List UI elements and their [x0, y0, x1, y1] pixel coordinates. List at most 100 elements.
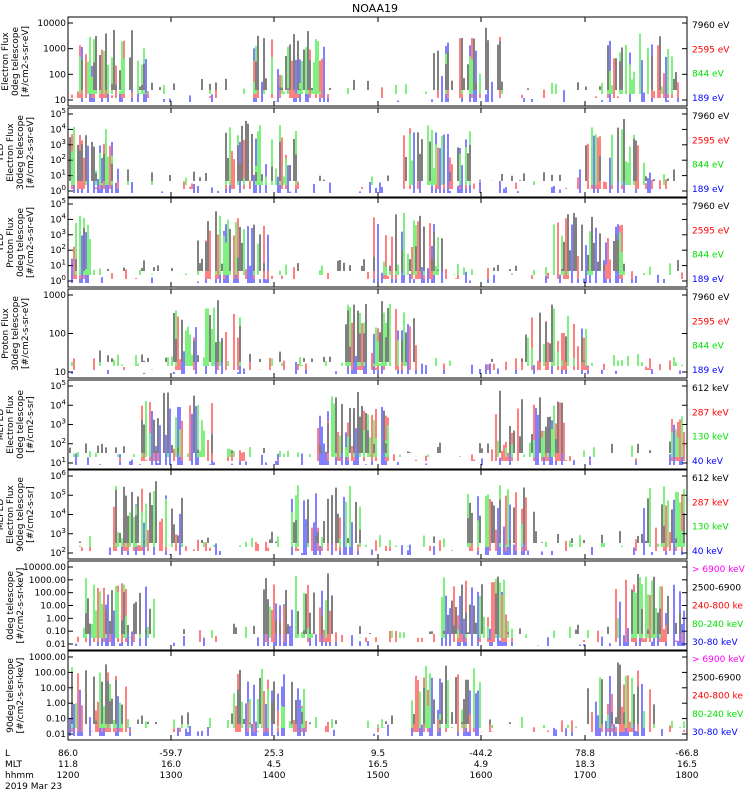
footer-value: 1800	[676, 771, 699, 781]
legend-label: 30-80 keV	[692, 638, 738, 648]
y-axis-label: [#/cm2-s-sr]	[26, 486, 36, 543]
y-axis-label: TED	[0, 233, 6, 252]
legend-label: > 6900 keV	[692, 565, 746, 575]
y-axis-label: Electron Flux	[6, 485, 16, 544]
panel-5: 101 102 103 104 105 MEPED Electron Flux 0deg te…	[0, 379, 729, 470]
panel-7: 0.01 0.10 1.00 10.00 100.00 1000.00 10000.00 0d…	[6, 560, 746, 651]
legend-label: 240-800 ke	[692, 602, 743, 612]
y-tick-label: 1.00	[46, 699, 66, 709]
legend-label: 844 eV	[692, 251, 725, 261]
legend-label: 189 eV	[692, 275, 725, 285]
y-tick-label: 100	[50, 274, 66, 287]
legend-label: 130 keV	[692, 433, 729, 443]
legend-label: 40 keV	[692, 457, 724, 467]
y-tick-label: 100	[50, 184, 66, 197]
panel-frame	[67, 469, 688, 560]
y-tick-label: 101	[50, 456, 66, 469]
y-tick-label: 1000	[43, 45, 66, 55]
data-trace-blue	[75, 404, 683, 465]
legend-label: 287 keV	[692, 498, 729, 508]
legend-label: 2595 eV	[692, 317, 730, 327]
legend-label: 130 keV	[692, 523, 729, 533]
y-tick-label: 10000	[37, 19, 66, 29]
legend-label: 7960 eV	[692, 293, 730, 303]
y-axis-label: 30deg telescope	[11, 296, 21, 371]
footer-value: 1700	[574, 771, 597, 781]
footer-value: 4.9	[474, 760, 489, 770]
data-trace-green	[79, 33, 673, 94]
y-axis-label: [#/cm2-s-sr-eV]	[21, 26, 31, 97]
legend-label: 30-80 keV	[692, 728, 738, 738]
footer-row-label: hhmm	[5, 771, 34, 781]
y-tick-label: 100	[49, 330, 66, 340]
y-axis-label: 0deg telescope	[6, 571, 16, 641]
legend-label: 7960 eV	[692, 202, 730, 212]
y-tick-label: 104	[50, 508, 66, 521]
footer-value: 1500	[367, 771, 390, 781]
legend-label: 2595 eV	[692, 226, 730, 236]
legend-label: 189 eV	[692, 185, 725, 195]
y-tick-label: 1000.00	[29, 653, 66, 663]
y-tick-label: 101	[50, 169, 66, 182]
legend-label: 189 eV	[692, 94, 725, 104]
y-axis-label: Proton Flux	[6, 217, 16, 268]
legend-label: > 6900 keV	[692, 655, 746, 665]
y-tick-label: 106	[50, 469, 66, 482]
y-axis-label: [#/cm2-s-sr-keV]	[16, 568, 26, 644]
y-tick-label: 10	[55, 368, 67, 378]
footer-value: 1300	[160, 771, 183, 781]
y-tick-label: 1000	[43, 291, 66, 301]
y-tick-label: 105	[50, 107, 66, 120]
legend-label: 7960 eV	[692, 21, 730, 31]
y-tick-label: 0.10	[46, 715, 66, 725]
footer-value: 1400	[263, 771, 286, 781]
y-axis-label: Electron Flux	[1, 32, 11, 91]
data-trace-black	[79, 481, 685, 543]
y-axis-label: Electron Flux	[6, 123, 16, 182]
y-tick-label: 101	[50, 259, 66, 272]
legend-label: 7960 eV	[692, 112, 730, 122]
footer-value: 16.5	[677, 760, 697, 770]
footer-value: 78.8	[575, 749, 595, 759]
data-trace-red	[71, 670, 685, 732]
y-tick-label: 103	[50, 418, 66, 431]
legend-label: 80-240 keV	[692, 620, 744, 630]
data-trace-green	[83, 575, 661, 638]
y-tick-label: 100	[49, 70, 66, 80]
y-tick-label: 102	[50, 243, 66, 256]
footer-value: 16.0	[161, 760, 181, 770]
data-trace-red	[119, 401, 685, 461]
y-axis-label: 90deg telescope	[6, 658, 16, 733]
legend-label: 240-800 ke	[692, 692, 743, 702]
data-trace-blue	[81, 40, 679, 102]
y-tick-label: 100.00	[35, 589, 67, 599]
panel-3: 100 101 102 103 104 105 TED Proton Flux 0deg tel…	[0, 197, 730, 288]
y-tick-label: 10000.00	[23, 563, 66, 573]
data-trace-green	[73, 396, 683, 457]
y-tick-label: 104	[50, 212, 66, 225]
footer-value: 9.5	[371, 749, 385, 759]
data-trace-black	[75, 211, 679, 271]
data-trace-green	[75, 212, 671, 275]
y-tick-label: 105	[50, 379, 66, 392]
footer-date: 2019 Mar 23	[5, 782, 62, 792]
legend-label: 189 eV	[692, 366, 725, 376]
footer-value: -66.8	[675, 749, 699, 759]
footer-value: -44.2	[469, 749, 492, 759]
y-axis-label: 0deg telescope	[11, 27, 21, 97]
y-tick-label: 102	[50, 153, 66, 166]
data-trace-green	[71, 125, 665, 185]
legend-label: 2595 eV	[692, 136, 730, 146]
plot-title: NOAA19	[352, 2, 398, 15]
legend-label: 2500-6900	[692, 673, 741, 683]
data-trace-black	[69, 390, 671, 453]
y-tick-label: 105	[50, 197, 66, 210]
panel-4: 10 100 1000 Proton Flux 30deg telescope [#/cm…	[1, 288, 730, 379]
y-axis-label: [#/cm2-s-sr-eV]	[21, 298, 31, 369]
data-trace-black	[69, 119, 675, 181]
panel-8: 0.01 0.10 1.00 10.00 100.00 1000.00 90deg tele…	[6, 650, 746, 741]
legend-label: 844 eV	[692, 161, 725, 171]
footer-value: 18.3	[575, 760, 595, 770]
panel-frame	[67, 16, 688, 107]
